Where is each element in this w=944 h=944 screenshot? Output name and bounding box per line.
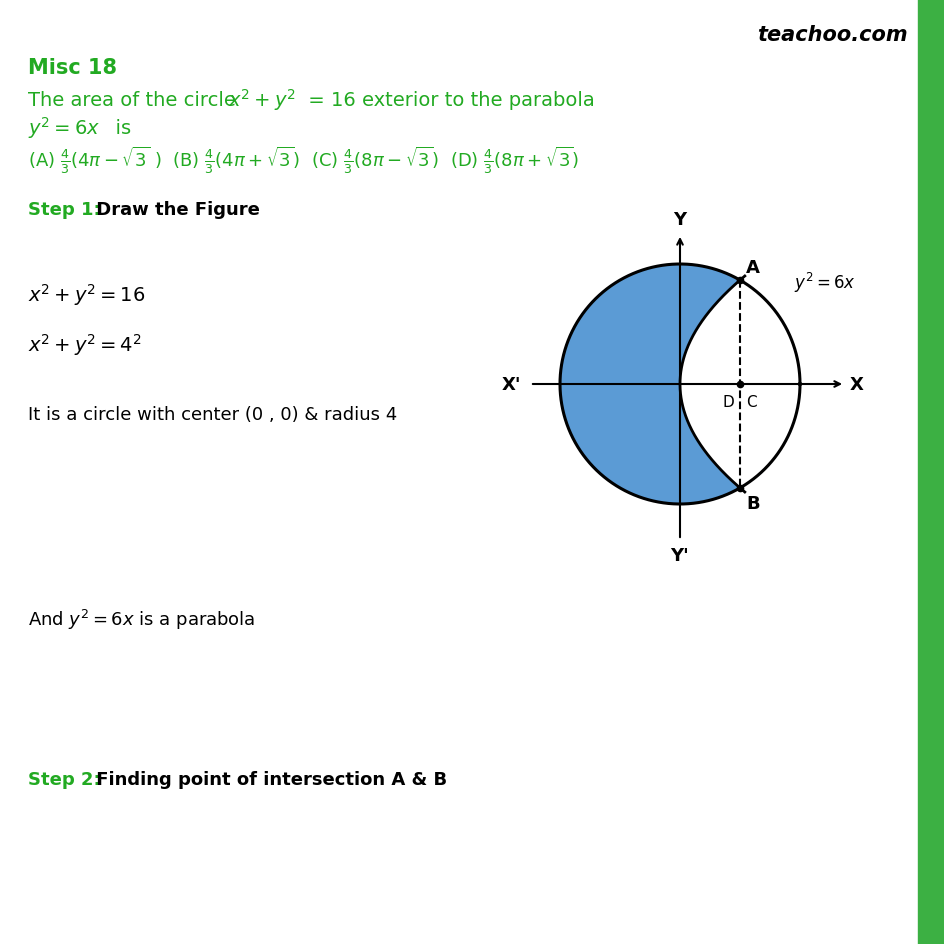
Text: D: D	[721, 395, 733, 410]
Text: A: A	[745, 259, 759, 277]
Text: B: B	[745, 495, 759, 513]
Text: Y: Y	[673, 211, 686, 228]
Polygon shape	[560, 264, 800, 504]
Text: And $y^2 = 6x$ is a parabola: And $y^2 = 6x$ is a parabola	[28, 607, 255, 632]
Text: $y^2 = 6x$: $y^2 = 6x$	[28, 115, 100, 141]
Text: Misc 18: Misc 18	[28, 58, 117, 78]
Text: (A) $\frac{4}{3}(4\pi - \sqrt{3}\ )$  (B) $\frac{4}{3}(4\pi + \sqrt{3})$  (C) $\: (A) $\frac{4}{3}(4\pi - \sqrt{3}\ )$ (B)…	[28, 144, 579, 176]
Text: O: O	[660, 386, 675, 404]
Bar	[917, 0, 944, 944]
Text: teachoo.com: teachoo.com	[756, 25, 907, 45]
Text: $x^2 + y^2 = 4^2$: $x^2 + y^2 = 4^2$	[28, 331, 142, 358]
Text: Step 2:: Step 2:	[28, 770, 100, 788]
Text: Finding point of intersection A & B: Finding point of intersection A & B	[90, 770, 447, 788]
Text: $x^2 + y^2$: $x^2 + y^2$	[228, 87, 295, 113]
Text: C: C	[745, 395, 756, 410]
Polygon shape	[680, 280, 800, 488]
Text: $x^2 + y^2 = 16$: $x^2 + y^2 = 16$	[28, 281, 145, 308]
Text: $y^2 = 6x$: $y^2 = 6x$	[793, 271, 855, 295]
Text: Y': Y'	[670, 547, 688, 565]
Text: It is a circle with center (0 , 0) & radius 4: It is a circle with center (0 , 0) & rad…	[28, 406, 396, 424]
Text: Step 1:: Step 1:	[28, 201, 100, 219]
Text: The area of the circle: The area of the circle	[28, 91, 242, 110]
Text: = 16 exterior to the parabola: = 16 exterior to the parabola	[302, 91, 594, 110]
Text: is: is	[103, 118, 131, 138]
Text: X': X'	[501, 376, 520, 394]
Text: Draw the Figure: Draw the Figure	[90, 201, 260, 219]
Text: X: X	[849, 376, 863, 394]
